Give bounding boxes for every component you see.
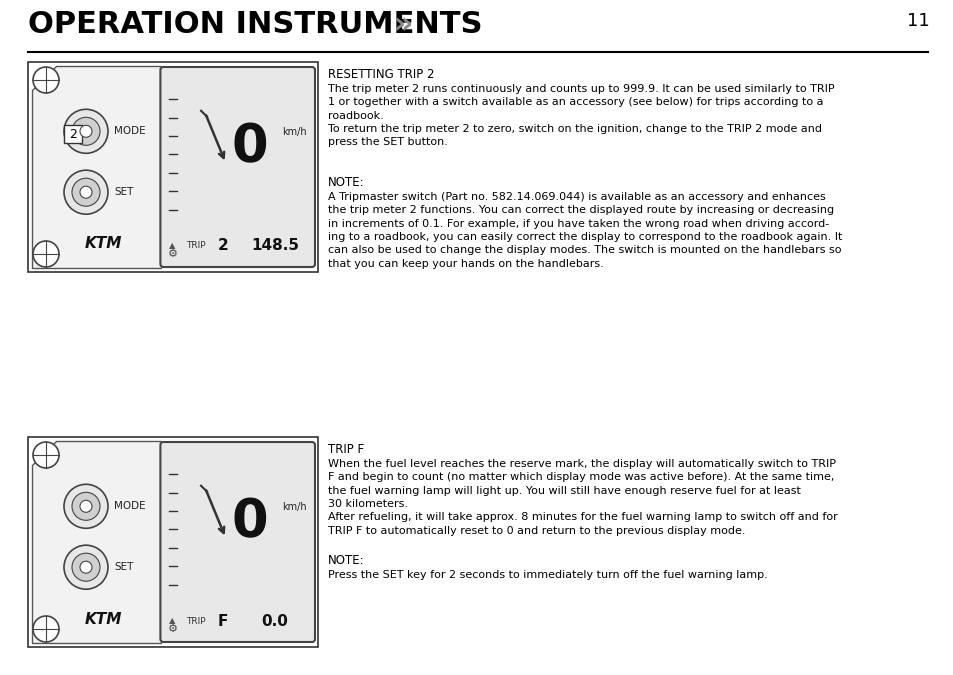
Text: km/h: km/h xyxy=(281,127,306,137)
Text: When the fuel level reaches the reserve mark, the display will automatically swi: When the fuel level reaches the reserve … xyxy=(328,459,837,536)
Text: 0: 0 xyxy=(231,122,268,173)
Text: SET: SET xyxy=(113,562,133,572)
Text: ⚙: ⚙ xyxy=(169,624,178,634)
Circle shape xyxy=(80,500,91,512)
Text: 11: 11 xyxy=(906,12,929,30)
Text: SET: SET xyxy=(113,187,133,197)
FancyBboxPatch shape xyxy=(28,437,317,647)
Text: 148.5: 148.5 xyxy=(251,238,298,254)
Text: F: F xyxy=(217,614,228,628)
Text: MODE: MODE xyxy=(113,502,146,511)
Circle shape xyxy=(71,554,100,581)
Circle shape xyxy=(64,170,108,214)
Circle shape xyxy=(64,109,108,153)
Circle shape xyxy=(64,545,108,589)
FancyBboxPatch shape xyxy=(160,442,314,642)
Text: TRIP F: TRIP F xyxy=(328,443,364,456)
Text: »: » xyxy=(382,10,413,39)
Polygon shape xyxy=(32,441,161,643)
Circle shape xyxy=(80,561,91,573)
Circle shape xyxy=(33,241,59,267)
Circle shape xyxy=(33,67,59,93)
Text: 2: 2 xyxy=(69,128,77,140)
Text: NOTE:: NOTE: xyxy=(328,554,364,567)
Text: 0.0: 0.0 xyxy=(261,614,288,628)
Text: 2: 2 xyxy=(217,238,228,254)
Circle shape xyxy=(33,616,59,642)
Text: A Tripmaster switch (Part no. 582.14.069.044) is available as an accessory and e: A Tripmaster switch (Part no. 582.14.069… xyxy=(328,192,841,269)
Circle shape xyxy=(64,484,108,529)
Text: km/h: km/h xyxy=(281,502,306,512)
Text: NOTE:: NOTE: xyxy=(328,176,364,189)
FancyBboxPatch shape xyxy=(28,62,317,272)
FancyBboxPatch shape xyxy=(64,125,82,143)
Text: RESETTING TRIP 2: RESETTING TRIP 2 xyxy=(328,68,434,81)
Circle shape xyxy=(71,178,100,206)
Text: OPERATION INSTRUMENTS: OPERATION INSTRUMENTS xyxy=(28,10,482,39)
Circle shape xyxy=(71,492,100,520)
Circle shape xyxy=(80,186,91,198)
Text: ▲: ▲ xyxy=(169,242,175,250)
Circle shape xyxy=(33,442,59,468)
Text: KTM: KTM xyxy=(85,612,122,626)
Text: The trip meter 2 runs continuously and counts up to 999.9. It can be used simila: The trip meter 2 runs continuously and c… xyxy=(328,84,834,147)
Text: Press the SET key for 2 seconds to immediately turn off the fuel warning lamp.: Press the SET key for 2 seconds to immed… xyxy=(328,570,767,580)
Text: TRIP: TRIP xyxy=(186,616,206,626)
Circle shape xyxy=(71,117,100,145)
Text: MODE: MODE xyxy=(113,126,146,136)
Circle shape xyxy=(80,126,91,137)
FancyBboxPatch shape xyxy=(160,67,314,267)
Text: KTM: KTM xyxy=(85,236,122,252)
Text: ⚙: ⚙ xyxy=(169,249,178,259)
Text: ▲: ▲ xyxy=(169,616,175,626)
Polygon shape xyxy=(32,66,161,268)
Text: TRIP: TRIP xyxy=(186,242,206,250)
Text: 0: 0 xyxy=(231,497,268,549)
